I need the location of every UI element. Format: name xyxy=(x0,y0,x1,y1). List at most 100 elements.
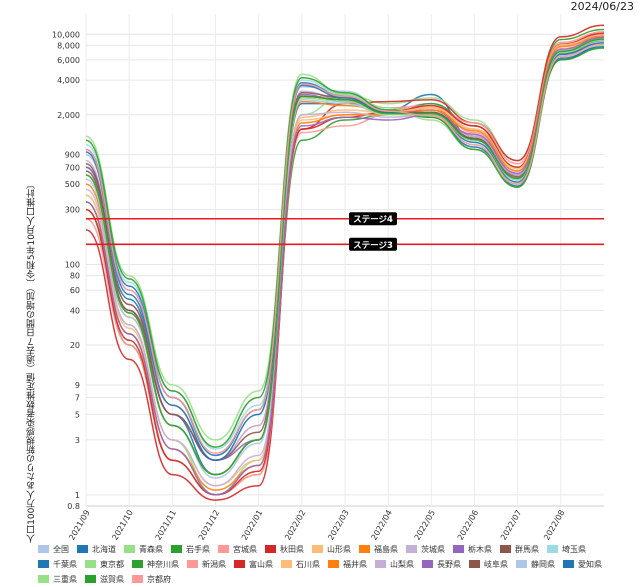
legend-label: 石川県 xyxy=(296,560,320,569)
legend-swatch xyxy=(187,560,198,568)
legend-swatch xyxy=(328,560,339,568)
series-line xyxy=(85,37,605,487)
legend-swatch xyxy=(85,575,96,583)
legend-label: 山形県 xyxy=(327,545,351,554)
legend-label: 茨城県 xyxy=(421,545,445,554)
date-stamp: 2024/06/23 xyxy=(570,0,634,13)
y-tick-label: 1 xyxy=(75,491,80,500)
y-tick-label: 300 xyxy=(65,206,80,215)
x-tick-label: 2022/01 xyxy=(240,509,264,542)
legend-swatch xyxy=(547,545,558,553)
x-tick-label: 2022/04 xyxy=(369,509,393,542)
series-line xyxy=(85,43,605,454)
legend-item[interactable]: 秋田県 xyxy=(265,542,304,557)
legend-swatch xyxy=(500,545,511,553)
legend-item[interactable]: 青森県 xyxy=(124,542,163,557)
y-tick-label: 10,000 xyxy=(52,30,80,39)
y-tick-label: 40 xyxy=(70,306,80,315)
legend-item[interactable]: 群馬県 xyxy=(500,542,539,557)
y-axis-tick-labels: 0.8 1 3 5 7 9 20 40 60 80 100 300 500 700 900 2,000 4,00… xyxy=(52,30,80,511)
legend-label: 福井県 xyxy=(343,560,367,569)
legend-swatch xyxy=(38,545,49,553)
series-line xyxy=(85,32,605,496)
legend-item[interactable]: 三重県 xyxy=(38,572,77,587)
legend-label: 滋賀県 xyxy=(100,575,124,584)
y-tick-label: 7 xyxy=(75,394,80,403)
series-line xyxy=(85,42,605,461)
legend-item[interactable]: 栃木県 xyxy=(453,542,492,557)
legend-swatch xyxy=(132,560,143,568)
legend-item[interactable]: 福井県 xyxy=(328,557,367,572)
line-chart: 0.8 1 3 5 7 9 20 40 60 80 100 300 500 700 900 2,000 4,00… xyxy=(52,14,605,542)
series-line xyxy=(85,47,605,448)
legend-item[interactable]: 岐阜県 xyxy=(469,557,508,572)
legend-label: 埼玉県 xyxy=(562,545,586,554)
legend-label: 秋田県 xyxy=(280,545,304,554)
legend-item[interactable]: 山梨県 xyxy=(375,557,414,572)
legend-label: 東京都 xyxy=(100,560,124,569)
y-tick-label: 9 xyxy=(75,381,80,390)
legend-label: 千葉県 xyxy=(53,560,77,569)
legend-item[interactable]: 愛知県 xyxy=(563,557,602,572)
legend-label: 群馬県 xyxy=(515,545,539,554)
legend-swatch xyxy=(38,560,49,568)
legend-swatch xyxy=(234,560,245,568)
y-tick-label: 60 xyxy=(70,286,80,295)
x-tick-label: 2021/10 xyxy=(110,509,134,542)
x-tick-label: 2022/06 xyxy=(456,509,480,542)
legend-label: 福島県 xyxy=(374,545,398,554)
legend-item[interactable]: 福島県 xyxy=(359,542,398,557)
series-line xyxy=(85,36,605,496)
legend-item[interactable]: 東京都 xyxy=(85,557,124,572)
y-tick-label: 6,000 xyxy=(57,56,80,65)
legend-swatch xyxy=(375,560,386,568)
legend: 全国 北海道 青森県 岩手県 宮城県 秋田県 山形県 福島県 茨城県 栃木県 群馬県 埼玉県千葉県 東京… xyxy=(38,542,638,587)
legend-label: 三重県 xyxy=(53,575,77,584)
legend-item[interactable]: 石川県 xyxy=(281,557,320,572)
legend-swatch xyxy=(563,560,574,568)
legend-swatch xyxy=(453,545,464,553)
legend-swatch xyxy=(85,560,96,568)
threshold-label-box xyxy=(349,212,397,226)
legend-item[interactable]: 岩手県 xyxy=(171,542,210,557)
threshold-label: ステージ3 xyxy=(353,241,393,251)
legend-item[interactable]: 全国 xyxy=(38,542,69,557)
legend-item[interactable]: 静岡県 xyxy=(516,557,555,572)
y-tick-label: 5 xyxy=(75,410,80,419)
series-line xyxy=(85,39,605,461)
legend-swatch xyxy=(38,575,49,583)
legend-swatch xyxy=(281,560,292,568)
legend-swatch xyxy=(359,545,370,553)
legend-item[interactable]: 千葉県 xyxy=(38,557,77,572)
x-tick-label: 2022/03 xyxy=(326,509,350,542)
y-tick-label: 900 xyxy=(65,151,80,160)
legend-item[interactable]: 宮城県 xyxy=(218,542,257,557)
legend-label: 静岡県 xyxy=(531,560,555,569)
y-tick-label: 3 xyxy=(75,436,80,445)
legend-label: 新潟県 xyxy=(202,560,226,569)
legend-swatch xyxy=(218,545,229,553)
legend-item[interactable]: 茨城県 xyxy=(406,542,445,557)
legend-item[interactable]: 新潟県 xyxy=(187,557,226,572)
x-tick-label: 2022/08 xyxy=(542,509,566,542)
legend-label: 山梨県 xyxy=(390,560,414,569)
legend-item[interactable]: 滋賀県 xyxy=(85,572,124,587)
legend-item[interactable]: 埼玉県 xyxy=(547,542,586,557)
legend-item[interactable]: 神奈川県 xyxy=(132,557,179,572)
threshold-lines: ステージ4 ステージ3 xyxy=(86,212,604,251)
legend-item[interactable]: 山形県 xyxy=(312,542,351,557)
legend-item[interactable]: 富山県 xyxy=(234,557,273,572)
y-tick-label: 4,000 xyxy=(57,76,80,85)
legend-item[interactable]: 長野県 xyxy=(422,557,461,572)
legend-label: 岐阜県 xyxy=(484,560,508,569)
series-lines xyxy=(85,24,605,501)
x-tick-label: 2022/02 xyxy=(283,509,307,542)
y-axis-label: 人口100万人あたりの新規感染者数推定値（過去７日間の増加）〔令和5年10月人口… xyxy=(27,180,37,543)
x-tick-label: 2022/07 xyxy=(499,509,523,542)
legend-item[interactable]: 京都府 xyxy=(132,572,171,587)
legend-item[interactable]: 北海道 xyxy=(77,542,116,557)
y-tick-label: 700 xyxy=(65,163,80,172)
y-tick-label: 8,000 xyxy=(57,41,80,50)
legend-swatch xyxy=(422,560,433,568)
legend-swatch xyxy=(312,545,323,553)
